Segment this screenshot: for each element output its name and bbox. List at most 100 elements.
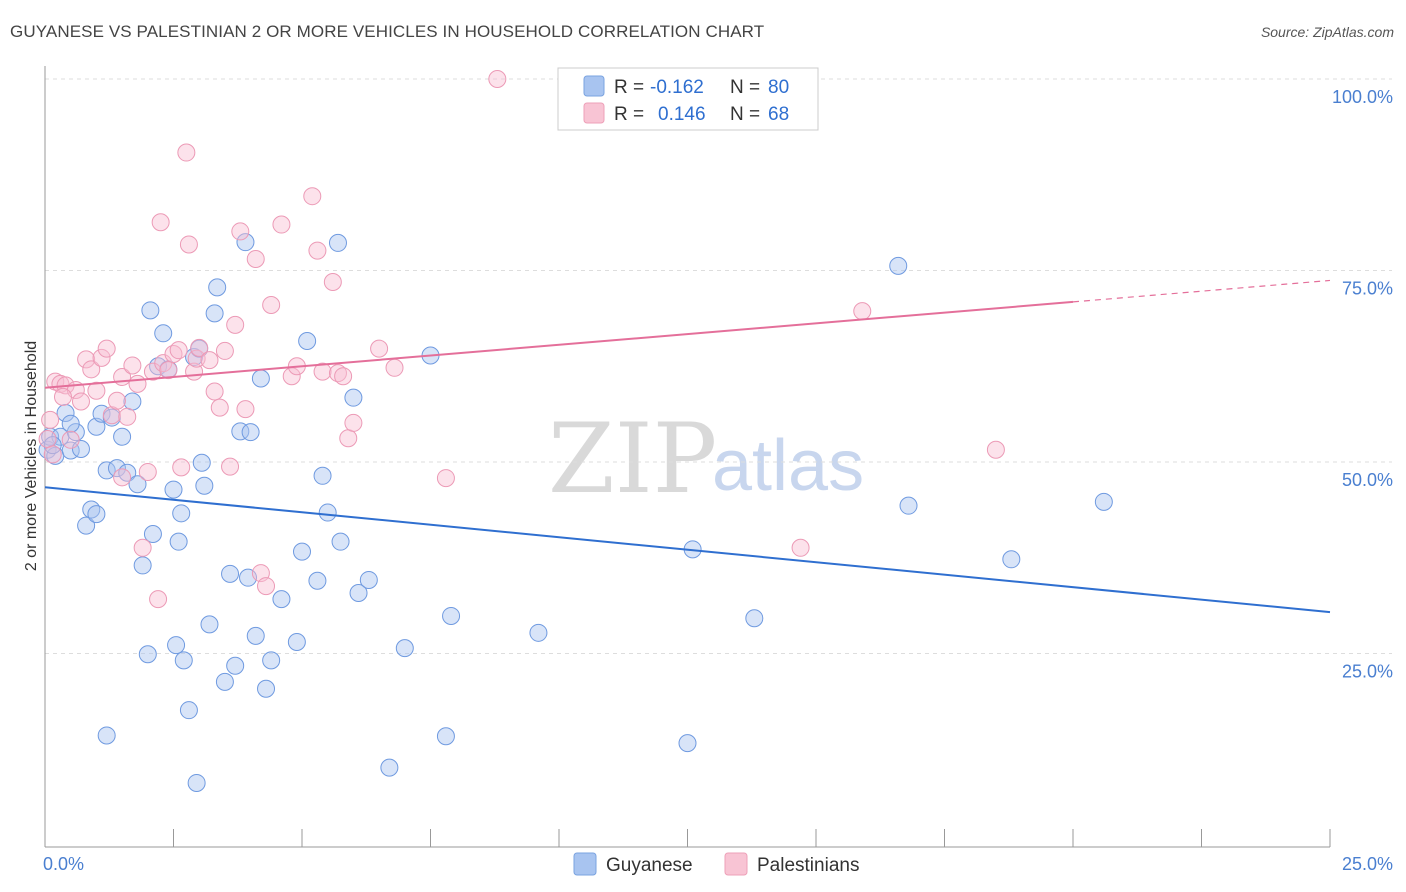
x-tick-label: 25.0% [1342,854,1393,874]
guyanese-point [187,773,206,792]
grid [45,78,1392,654]
guyanese-point [77,516,96,535]
guyanese-point [436,727,455,746]
legend-r-value-palestinians: 0.146 [658,104,706,125]
guyanese-point [272,590,291,609]
guyanese-point [56,403,75,422]
legend-n-value-palestinians: 68 [768,104,789,125]
guyanese-point [113,427,132,446]
guyanese-point [221,564,240,583]
guyanese-point [395,639,414,658]
palestinian-point [102,406,121,425]
guyanese-point [529,623,548,642]
palestinian-point [177,143,196,162]
guyanese-point [257,679,276,698]
palestinian-point [339,429,358,448]
legend-swatch-guyanese [583,75,605,97]
guyanese-point [231,422,250,441]
guyanese-point [141,301,160,320]
guyanese-point [313,466,332,485]
guyanese-point [226,656,245,675]
guyanese-point [889,256,908,275]
palestinian-point [107,391,126,410]
palestinian-point [215,341,234,360]
guyanese-point [192,453,211,472]
palestinian-point [313,362,332,381]
guyanese-point [899,496,918,515]
guyanese-point [71,439,90,458]
palestinian-point [71,392,90,411]
palestinian-point [82,360,101,379]
palestinian-point [77,350,96,369]
palestinian-point [385,358,404,377]
legend-r-value-guyanese: -0.162 [650,77,704,98]
watermark: ZIP atlas [548,403,864,515]
guyanese-point [328,233,347,252]
bottom-legend: Guyanese Palestinians [573,852,859,876]
watermark-zip: ZIP [548,403,717,515]
guyanese-point [349,583,368,602]
guyanese-point [123,392,142,411]
guyanese-point [97,726,116,745]
series-palestinians [38,70,1005,609]
palestinian-point [272,215,291,234]
stats-legend: R = -0.162 N = 80 R = 0.146 N = 68 [557,67,819,131]
palestinian-point [257,577,276,596]
x-tick-label: 0.0% [43,854,84,874]
guyanese-point [61,414,80,433]
palestinian-point [61,430,80,449]
guyanese-point [205,304,224,323]
palestinian-point [123,356,142,375]
palestinian-point [38,430,57,449]
guyanese-point [380,758,399,777]
y-tick-label: 50.0% [1342,470,1393,490]
palestinian-point [87,381,106,400]
palestinian-point [151,213,170,232]
palestinian-point [200,351,219,370]
guyanese-point [442,606,461,625]
guyanese-point [344,388,363,407]
legend-n-label-palestinians: N = [730,104,760,125]
palestinian-point [231,222,250,241]
palestinian-point [43,445,62,464]
guyanese-point [87,505,106,524]
guyanese-point [133,556,152,575]
guyanese-point [241,423,260,442]
guyanese-point [331,532,350,551]
palestinian-point [187,349,206,368]
palestinian-point [113,468,132,487]
palestinian-point [853,302,872,321]
palestinian-point [128,374,147,393]
palestinian-point [190,338,209,357]
guyanese-point [215,672,234,691]
bottom-legend-swatch-palestinians [724,852,748,876]
chart-source: Source: ZipAtlas.com [1260,24,1394,40]
palestinian-point [236,400,255,419]
y-tick-label: 100.0% [1332,87,1393,107]
guyanese-point [143,525,162,544]
guyanese-point [287,633,306,652]
guyanese-point [293,542,311,561]
guyanese-point [128,475,147,494]
palestinian-point [221,457,240,476]
guyanese-point [169,532,188,551]
palestinian-point [334,367,353,386]
palestinian-point [226,315,245,334]
guyanese-point [308,571,327,590]
palestinian-point [169,341,188,360]
palestinian-point [133,538,152,557]
guyanese-point [262,651,281,670]
legend-swatch-palestinians [583,102,605,124]
trend-line-palestinians-extension [1072,279,1331,303]
palestinian-point [308,241,327,260]
guyanese-point [359,570,378,589]
guyanese-point [179,701,198,720]
guyanese-point [174,651,193,670]
y-tick-label: 75.0% [1342,279,1393,299]
guyanese-point [298,331,317,350]
guyanese-point [149,357,168,376]
palestinian-point [370,339,389,358]
palestinian-point [488,70,507,88]
palestinian-point [791,538,810,557]
